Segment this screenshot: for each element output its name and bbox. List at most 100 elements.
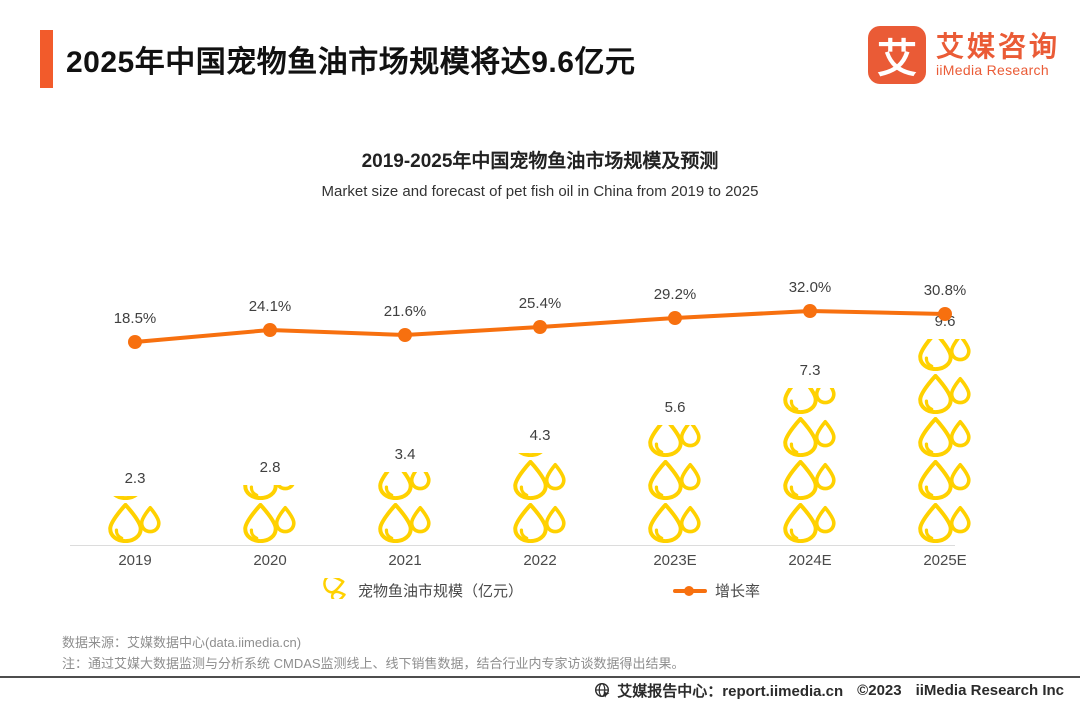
oil-drop-unit [780, 502, 840, 545]
oil-drop-icon [918, 503, 971, 543]
growth-rate-label: 29.2% [653, 286, 697, 303]
growth-rate-label: 21.6% [383, 303, 427, 320]
oil-drop-unit [915, 416, 975, 459]
globe-icon [595, 682, 610, 698]
growth-rate-label: 24.1% [248, 298, 292, 315]
bar-value-label: 7.3 [799, 362, 821, 380]
x-axis-line [70, 545, 955, 546]
logo-name-en: iiMedia Research [935, 62, 1049, 79]
oil-drop-unit [780, 416, 840, 459]
oil-drop-unit [915, 373, 975, 416]
pictogram-bar-2023E [645, 425, 705, 545]
oil-drop-unit [105, 502, 165, 545]
growth-rate-label: 25.4% [518, 295, 562, 312]
oil-drop-partial [915, 339, 975, 373]
oil-drop-partial [510, 453, 570, 459]
methodology-note: 注：通过艾媒大数据监测与分析系统 CMDAS监测线上、线下销售数据，结合行业内专… [62, 656, 685, 671]
oil-drop-icon [513, 503, 566, 543]
oil-drop-partial [240, 485, 300, 502]
oil-drop-unit [780, 459, 840, 502]
footer-report-center: 艾媒报告中心：report.iimedia.cn [617, 683, 844, 700]
oil-drop-icon [648, 503, 701, 543]
oil-drop-icon [783, 460, 836, 500]
bar-value-label: 2.3 [124, 469, 146, 487]
pictogram-bar-2019 [105, 496, 165, 545]
legend-label-growth: 增长率 [715, 583, 761, 600]
pictogram-bar-2021 [375, 472, 435, 545]
chart-title: 2019-2025年中国宠物鱼油市场规模及预测 [361, 151, 719, 172]
chart-legend: 宠物鱼油市规模（亿元） 增长率 [0, 575, 1080, 603]
line-legend-icon [673, 585, 707, 596]
oil-drop-unit [645, 459, 705, 502]
legend-item-growth: 增长率 [673, 580, 760, 601]
x-axis-label: 2025E [923, 552, 967, 569]
oil-drop-icon [513, 460, 566, 500]
x-axis-label: 2021 [388, 552, 422, 569]
growth-point [533, 320, 547, 334]
bar-value-label: 4.3 [529, 426, 551, 444]
page-title: 2025年中国宠物鱼油市场规模将达9.6亿元 [66, 46, 636, 79]
pictogram-bar-2022 [510, 453, 570, 545]
oil-drop-legend-icon [320, 575, 350, 603]
growth-point [668, 311, 682, 325]
oil-drop-unit [915, 502, 975, 545]
oil-drop-icon [783, 388, 836, 414]
iimedia-logo: 艾 艾媒咨询 iiMedia Research [867, 26, 1060, 84]
oil-drop-unit [240, 502, 300, 545]
plot-area: 2.3 2019 2.8 2020 3.4 2021 4.3 2022 [65, 279, 971, 569]
oil-drop-icon [108, 503, 161, 543]
iimedia-logo-icon: 艾 [867, 26, 926, 84]
oil-drop-icon [113, 496, 138, 500]
growth-line-chart [128, 304, 952, 349]
pictogram-bar-2025E [915, 339, 975, 545]
oil-drop-unit [375, 502, 435, 545]
oil-drop-icon [918, 339, 971, 371]
oil-drop-icon [918, 460, 971, 500]
oil-drop-partial [780, 388, 840, 416]
footer-bar: 艾媒报告中心：report.iimedia.cn ©2023 iiMedia R… [0, 680, 1064, 701]
oil-drop-partial [645, 425, 705, 459]
logo-name-cn: 艾媒咨询 [935, 30, 1060, 62]
footer-divider [0, 676, 1080, 678]
data-source-note: 数据来源：艾媒数据中心(data.iimedia.cn) [62, 635, 302, 650]
footer-copyright: ©2023 [857, 682, 902, 699]
oil-drop-unit [510, 459, 570, 502]
x-axis-label: 2019 [118, 552, 152, 569]
growth-point [263, 323, 277, 337]
x-axis-label: 2020 [253, 552, 287, 569]
legend-item-market-size: 宠物鱼油市规模（亿元） [320, 575, 523, 603]
legend-label-market-size: 宠物鱼油市规模（亿元） [357, 583, 523, 600]
growth-rate-label: 30.8% [923, 282, 967, 299]
oil-drop-icon [378, 503, 431, 543]
pictogram-bar-2020 [240, 485, 300, 545]
growth-rate-label: 18.5% [113, 310, 157, 327]
oil-drop-icon [783, 503, 836, 543]
growth-point [128, 335, 142, 349]
pictogram-bar-2024E [780, 388, 840, 545]
growth-point [398, 328, 412, 342]
oil-drop-legend-glyph [323, 575, 346, 603]
oil-drop-icon [918, 374, 971, 414]
bar-value-label: 5.6 [664, 398, 686, 416]
oil-drop-partial [375, 472, 435, 502]
x-axis-label: 2022 [523, 552, 557, 569]
x-axis-label: 2024E [788, 552, 832, 569]
growth-rate-label: 32.0% [788, 279, 832, 296]
oil-drop-icon [243, 503, 296, 543]
oil-drop-unit [645, 502, 705, 545]
growth-point [938, 307, 952, 321]
oil-drop-icon [783, 417, 836, 457]
iimedia-logo-text: 艾媒咨询 iiMedia Research [935, 30, 1060, 79]
oil-drop-partial [105, 496, 165, 502]
oil-drop-icon [918, 417, 971, 457]
oil-drop-icon [648, 460, 701, 500]
bar-value-label: 3.4 [394, 445, 416, 463]
oil-drop-icon [648, 425, 701, 457]
oil-drop-unit [915, 459, 975, 502]
footer-company: iiMedia Research Inc [915, 682, 1064, 699]
chart-subtitle: Market size and forecast of pet fish oil… [321, 183, 759, 200]
oil-drop-icon [243, 485, 295, 500]
x-axis-label: 2023E [653, 552, 697, 569]
oil-drop-unit [510, 502, 570, 545]
